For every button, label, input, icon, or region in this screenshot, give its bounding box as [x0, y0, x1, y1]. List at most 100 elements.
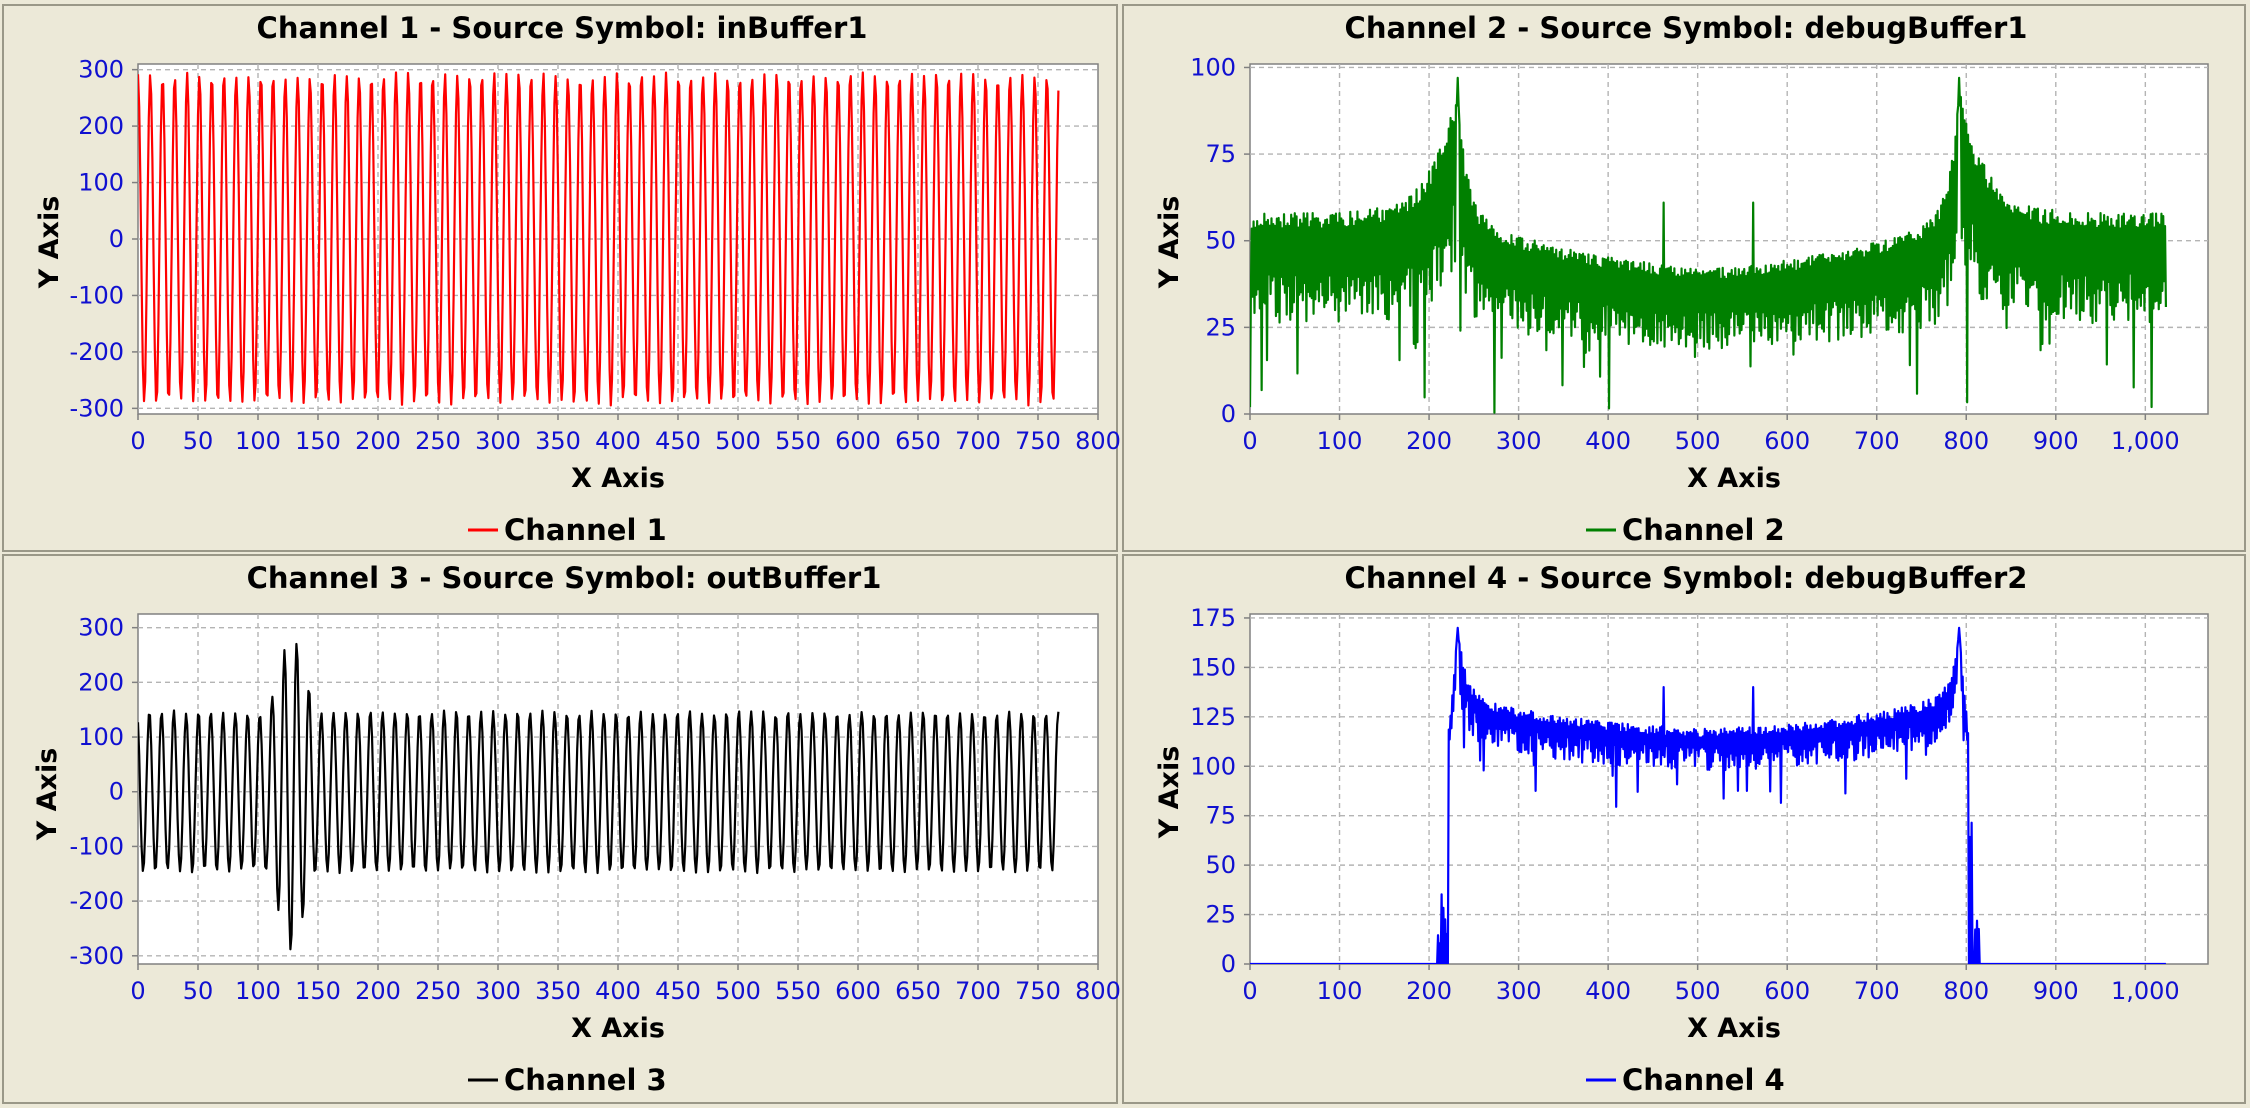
x-tick-label: 500 [715, 427, 761, 455]
x-tick-label: 500 [1675, 427, 1721, 455]
legend: Channel 1 [468, 513, 667, 547]
x-tick-label: 400 [1585, 977, 1631, 1005]
series-line-channel-4 [1250, 626, 2167, 964]
x-tick-label: 200 [355, 977, 401, 1005]
legend: Channel 2 [1586, 513, 1785, 547]
y-tick-label: 175 [1190, 604, 1236, 632]
chart-channel-4: Channel 4 - Source Symbol: debugBuffer2 … [1154, 561, 2209, 1097]
x-tick-label: 1,000 [2111, 977, 2180, 1005]
y-tick-label: 0 [109, 225, 124, 253]
legend-label: Channel 2 [1622, 513, 1785, 547]
y-tick-label: -300 [70, 394, 124, 422]
y-tick-label: 0 [1221, 400, 1236, 428]
x-tick-label: 650 [895, 977, 941, 1005]
x-tick-label: 750 [1015, 427, 1061, 455]
y-axis-title: Y Axis [32, 748, 63, 842]
x-tick-label: 600 [835, 977, 881, 1005]
x-axis-title: X Axis [1687, 1013, 1781, 1044]
chart-title: Channel 2 - Source Symbol: debugBuffer1 [1345, 11, 2028, 45]
x-tick-label: 900 [2033, 427, 2079, 455]
x-tick-label: 100 [235, 977, 281, 1005]
x-tick-label: 150 [295, 427, 341, 455]
x-tick-label: 1,000 [2111, 427, 2180, 455]
x-tick-label: 450 [655, 427, 701, 455]
x-axis-title: X Axis [1687, 463, 1781, 494]
plot-area [1249, 613, 2209, 965]
x-tick-label: 0 [1242, 427, 1257, 455]
series-line-channel-2 [1250, 76, 2168, 414]
x-tick-label: 700 [955, 427, 1001, 455]
chart-channel-3: Channel 3 - Source Symbol: outBuffer1 0 5… [32, 561, 1120, 1097]
x-tick-label: 100 [235, 427, 281, 455]
y-tick-label: -100 [70, 281, 124, 309]
y-tick-label: 25 [1205, 313, 1236, 341]
legend-label: Channel 1 [504, 513, 667, 547]
x-tick-label: 0 [130, 427, 145, 455]
y-tick-label: -300 [70, 942, 124, 970]
y-tick-label: 300 [78, 56, 124, 84]
x-tick-label: 0 [1242, 977, 1257, 1005]
chart-panel-channel-1: Channel 1 - Source Symbol: inBuffer1 0 50… [2, 4, 1120, 552]
y-tick-label: 300 [78, 614, 124, 642]
x-tick-label: 550 [775, 977, 821, 1005]
series-line-channel-1 [138, 71, 1060, 407]
x-tick-label: 600 [835, 427, 881, 455]
y-tick-label: 75 [1205, 140, 1236, 168]
x-tick-label: 200 [1406, 427, 1452, 455]
x-tick-label: 600 [1764, 427, 1810, 455]
x-tick-label: 400 [595, 427, 641, 455]
x-axis-title: X Axis [571, 463, 665, 494]
x-tick-label: 700 [955, 977, 1001, 1005]
legend: Channel 4 [1586, 1063, 1785, 1097]
x-tick-label: 800 [1943, 977, 1989, 1005]
y-tick-label: 200 [78, 112, 124, 140]
chart-channel-2: Channel 2 - Source Symbol: debugBuffer1 … [1154, 11, 2209, 547]
x-tick-label: 300 [475, 427, 521, 455]
y-tick-label: 25 [1205, 901, 1236, 929]
x-tick-label: 300 [1496, 427, 1542, 455]
y-tick-label: 0 [1221, 950, 1236, 978]
x-tick-label: 650 [895, 427, 941, 455]
y-tick-label: 75 [1205, 802, 1236, 830]
y-tick-label: -200 [70, 338, 124, 366]
y-axis-title: Y Axis [1154, 746, 1185, 840]
y-axis-title: Y Axis [1154, 196, 1185, 290]
legend: Channel 3 [468, 1063, 667, 1097]
chart-panel-channel-2: Channel 2 - Source Symbol: debugBuffer1 … [1122, 4, 2246, 552]
x-tick-label: 200 [355, 427, 401, 455]
y-tick-label: 125 [1190, 703, 1236, 731]
x-tick-label: 800 [1943, 427, 1989, 455]
chart-panel-channel-4: Channel 4 - Source Symbol: debugBuffer2 … [1122, 554, 2246, 1104]
x-tick-label: 900 [2033, 977, 2079, 1005]
x-tick-label: 400 [595, 977, 641, 1005]
x-tick-label: 300 [1496, 977, 1542, 1005]
x-tick-label: 250 [415, 977, 461, 1005]
y-tick-label: 100 [1190, 53, 1236, 81]
y-tick-label: -100 [70, 832, 124, 860]
chart-channel-1: Channel 1 - Source Symbol: inBuffer1 0 50… [34, 11, 1120, 547]
x-tick-label: 750 [1015, 977, 1061, 1005]
x-tick-label: 350 [535, 427, 581, 455]
y-tick-label: 150 [1190, 653, 1236, 681]
chart-panel-channel-3: Channel 3 - Source Symbol: outBuffer1 0 5… [2, 554, 1120, 1104]
x-tick-label: 350 [535, 977, 581, 1005]
chart-title: Channel 1 - Source Symbol: inBuffer1 [257, 11, 868, 45]
x-tick-label: 600 [1764, 977, 1810, 1005]
x-tick-label: 250 [415, 427, 461, 455]
y-tick-label: 0 [109, 778, 124, 806]
x-tick-label: 800 [1075, 977, 1120, 1005]
y-tick-label: 100 [1190, 752, 1236, 780]
y-tick-label: 100 [78, 169, 124, 197]
x-tick-label: 700 [1854, 977, 1900, 1005]
x-tick-label: 450 [655, 977, 701, 1005]
x-tick-label: 400 [1585, 427, 1631, 455]
x-tick-label: 100 [1317, 427, 1363, 455]
x-tick-label: 50 [183, 977, 214, 1005]
x-tick-label: 50 [183, 427, 214, 455]
x-tick-label: 500 [1675, 977, 1721, 1005]
x-tick-label: 200 [1406, 977, 1452, 1005]
x-axis-title: X Axis [571, 1013, 665, 1044]
x-tick-label: 800 [1075, 427, 1120, 455]
y-tick-label: -200 [70, 887, 124, 915]
